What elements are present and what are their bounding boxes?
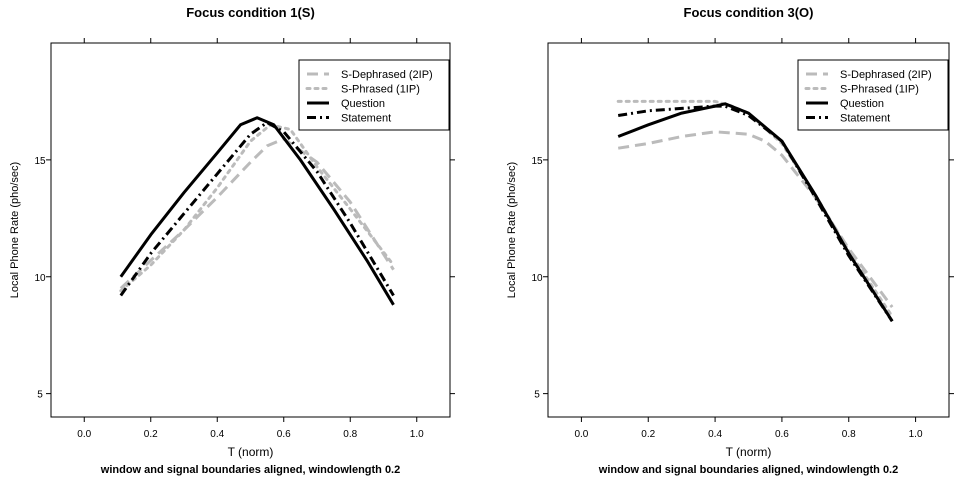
y-axis-label: Local Phone Rate (pho/sec) [9,162,21,298]
legend-entry-label: S-Phrased (1IP) [341,84,420,96]
x-axis-label: T (norm) [726,445,772,459]
chart-panel-1: Focus condition 1(S) 0.0 0.2 0.4 0.6 0.8 1.0 5 1… [9,5,455,476]
x-tick-label: 0.0 [77,429,91,440]
plot-frame [50,42,451,418]
chart-panel-2: Focus condition 3(O) 0.0 0.2 0.4 0.6 0.8 1.0 5 1… [506,5,954,476]
x-tick-label: 0.6 [775,429,789,440]
legend-entry-label: Question [341,98,385,110]
y-tick-label: 5 [37,390,43,401]
series-line-2 [119,123,395,293]
y-tick-label: 15 [531,156,543,167]
x-tick-label: 0.2 [641,429,655,440]
y-tick-label: 5 [534,390,540,401]
legend-entry-label: S-Phrased (1IP) [840,84,919,96]
plot-frame [547,42,950,418]
series-line-1 [617,130,894,308]
y-tick-label: 10 [34,273,46,284]
series-line-4 [617,104,894,323]
x-tick-label: 0.0 [574,429,588,440]
x-tick-label: 0.8 [842,429,856,440]
y-tick-label: 15 [34,156,46,167]
series-line-3 [119,116,395,306]
series-line-1 [119,137,395,290]
legend-box [797,59,949,131]
x-tick-label: 0.2 [144,429,158,440]
y-axis-label: Local Phone Rate (pho/sec) [506,162,518,298]
legend-entry-label: Question [840,98,884,110]
legend-entry-label: Statement [341,113,391,125]
series-line-2 [616,99,894,318]
x-tick-label: 1.0 [410,429,424,440]
legend-entry-label: S-Dephrased (2IP) [840,69,932,81]
legend-entry-label: S-Dephrased (2IP) [341,69,433,81]
x-tick-label: 0.6 [277,429,291,440]
legend: S-Dephrased (2IP) S-Phrased (1IP) Question… [797,59,949,131]
x-tick-label: 1.0 [909,429,923,440]
x-tick-label: 0.8 [343,429,357,440]
y-tick-label: 10 [531,273,543,284]
chart-subtitle: window and signal boundaries aligned, wi… [100,464,400,476]
legend-box [298,59,450,131]
chart-title: Focus condition 3(O) [684,5,814,20]
x-tick-label: 0.4 [708,429,722,440]
legend: S-Dephrased (2IP) S-Phrased (1IP) Question… [298,59,450,131]
x-axis-label: T (norm) [228,445,274,459]
series-line-4 [119,121,395,297]
chart-subtitle: window and signal boundaries aligned, wi… [598,464,898,476]
x-tick-label: 0.4 [210,429,224,440]
legend-entry-label: Statement [840,113,890,125]
chart-title: Focus condition 1(S) [186,5,315,20]
